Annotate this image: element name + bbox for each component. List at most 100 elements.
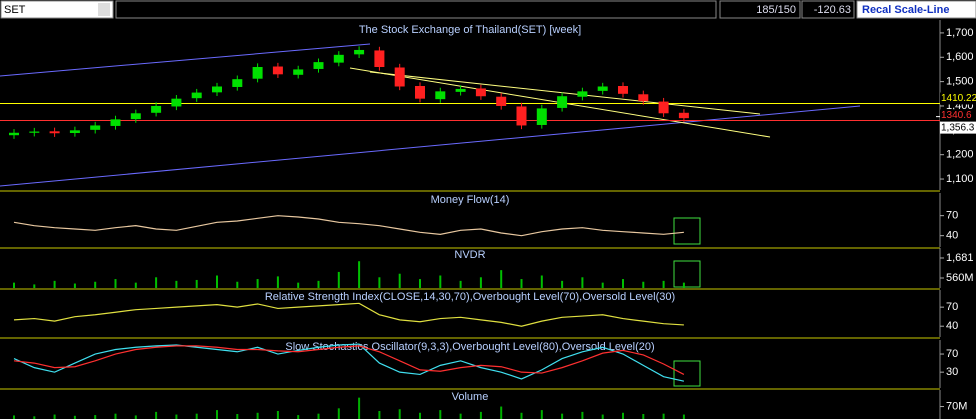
bar [439, 410, 442, 419]
price-label-box [940, 92, 976, 105]
price-label: 1410.22 [941, 93, 976, 104]
bar [256, 279, 259, 288]
symbol: SET [4, 4, 26, 16]
bar [662, 280, 665, 288]
candle-body [658, 101, 669, 114]
highlight-box [673, 260, 701, 288]
bar [256, 412, 259, 419]
change-box [801, 0, 855, 19]
candle-body [374, 50, 385, 68]
bar [419, 412, 421, 419]
bar [479, 277, 482, 288]
panel-title: NVDR [454, 249, 485, 261]
bar [13, 282, 15, 288]
bar [317, 413, 320, 419]
candle-body [232, 79, 243, 87]
bar [175, 414, 178, 419]
candle-body [293, 69, 304, 75]
bar [114, 413, 117, 419]
candle-body [475, 88, 486, 97]
y-tick-label: 1,681 [946, 252, 974, 264]
y-tick-label: 40 [946, 230, 958, 242]
bar [236, 281, 239, 288]
bar [398, 409, 401, 419]
candle-body [252, 67, 263, 79]
candle-body [618, 86, 628, 94]
bar [642, 281, 645, 288]
bar [500, 270, 503, 288]
bar [581, 411, 584, 419]
trend-line [369, 71, 761, 115]
bar [601, 282, 604, 288]
candle-body [394, 67, 405, 87]
bar [561, 413, 564, 419]
bar [540, 275, 543, 288]
price-label: 1340.6 [941, 110, 972, 121]
y-tick-label: 40 [946, 320, 958, 332]
candle-body [151, 105, 162, 113]
bar [398, 273, 401, 288]
recal-button[interactable] [856, 0, 976, 19]
bar [378, 277, 381, 288]
price-label-box [940, 121, 976, 134]
bar [500, 406, 503, 419]
ratio: 185/150 [756, 4, 796, 16]
bar [459, 280, 462, 288]
info-box [115, 0, 717, 19]
bar [337, 271, 340, 288]
bar [195, 413, 198, 419]
bar [358, 397, 361, 419]
candle-body [415, 86, 425, 99]
bar [540, 410, 543, 419]
y-tick-label: 70M [946, 400, 967, 412]
bar [276, 410, 279, 419]
y-tick-label: 70 [946, 301, 958, 313]
dropdown[interactable] [98, 3, 110, 16]
toolbar: SET 185/150 -120.63 Recal Scale-Line [0, 0, 976, 19]
bar [520, 412, 523, 419]
trend-line [0, 43, 371, 77]
bar [33, 284, 36, 288]
bar [114, 279, 117, 288]
candle-body [272, 66, 283, 75]
candle-body [110, 119, 121, 126]
panel-title: Relative Strength Index(CLOSE,14,30,70),… [265, 291, 675, 303]
symbol-box[interactable] [0, 0, 114, 19]
bar [439, 275, 442, 288]
bar [317, 280, 320, 288]
bar [520, 279, 523, 288]
candle-body [496, 96, 507, 106]
y-tick-label: 70 [946, 210, 958, 222]
bar [561, 280, 564, 288]
y-tick-label: 1,100 [946, 173, 974, 185]
panel-title: Money Flow(14) [431, 194, 510, 206]
bar [53, 280, 56, 288]
y-tick-label: 1,500 [946, 76, 974, 88]
trend-line [0, 105, 861, 187]
ratio-box [719, 0, 801, 19]
bar [73, 283, 76, 288]
panel-title: The Stock Exchange of Thailand(SET) [wee… [359, 24, 581, 36]
bar [337, 408, 340, 419]
bar [94, 415, 97, 419]
bar [94, 281, 97, 288]
highlight-box [673, 217, 701, 245]
series-line [13, 215, 684, 237]
bar [682, 414, 685, 419]
candle-body [29, 131, 40, 133]
series-line [13, 343, 685, 382]
bar [134, 415, 137, 419]
candle-body [638, 94, 649, 102]
candle-body [333, 54, 344, 63]
bar [297, 282, 300, 288]
bar [297, 415, 300, 419]
bar [682, 282, 685, 288]
y-tick-label: 70 [946, 348, 958, 360]
bar [378, 410, 381, 419]
recal-label: Recal Scale-Line [862, 4, 949, 16]
candle-body [354, 49, 365, 55]
bar [216, 410, 218, 419]
bar [276, 276, 279, 288]
y-tick-label: 1,200 [946, 149, 974, 161]
